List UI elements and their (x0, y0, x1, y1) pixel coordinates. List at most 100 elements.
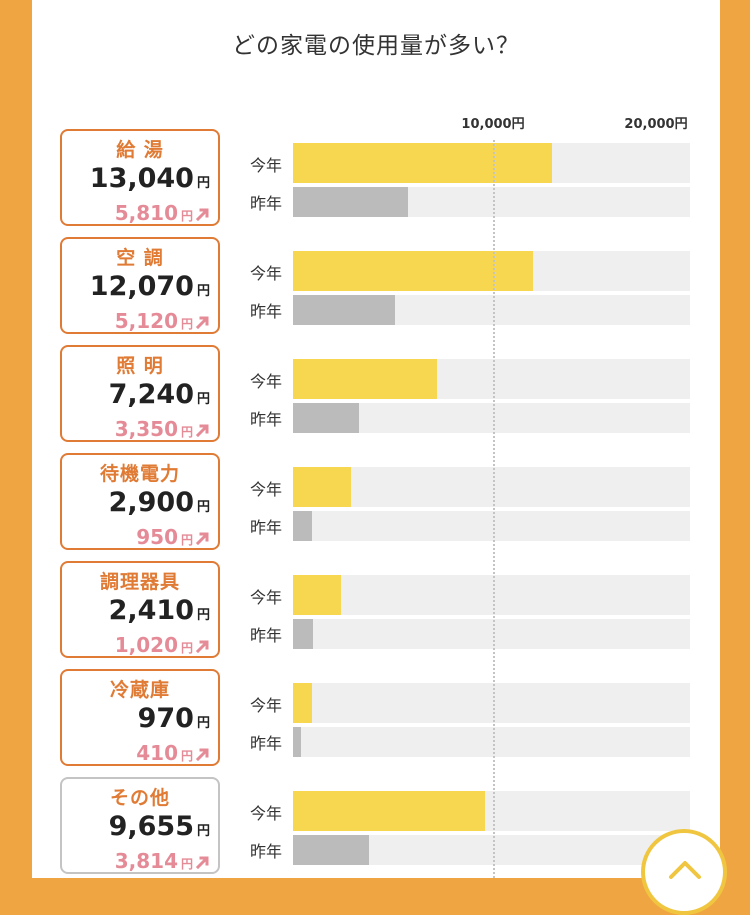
current-cost: 2,410 円 (109, 595, 210, 626)
current-bar-track (293, 359, 690, 399)
previous-cost-value: 3,350 (114, 417, 178, 441)
yen-unit: 円 (196, 176, 210, 191)
previous-bar-track (293, 187, 690, 217)
current-cost: 2,900 円 (109, 487, 210, 518)
previous-year-label: 昨年 (250, 626, 283, 645)
current-bar (293, 575, 341, 615)
yen-unit: 円 (196, 500, 210, 515)
previous-cost: 410 円 (136, 741, 210, 765)
current-cost: 970 円 (138, 703, 210, 734)
current-bar-track (293, 683, 690, 723)
appliance-card: 調理器具 2,410 円 1,020 円 (60, 561, 220, 658)
appliance-name: 照 明 (116, 355, 164, 377)
appliance-row: 冷蔵庫 970 円 410 円今年 昨年 (32, 669, 720, 777)
previous-year-label: 昨年 (250, 194, 283, 213)
yen-unit: 円 (196, 392, 210, 407)
appliance-card: 冷蔵庫 970 円 410 円 (60, 669, 220, 766)
scale-label-20000: 20,000円 (624, 117, 688, 132)
current-bar-track (293, 575, 690, 615)
yen-unit: 円 (196, 824, 210, 839)
usage-panel: どの家電の使用量が多い？ 10,000円 20,000円 給 湯 13,040 円 5… (32, 0, 720, 878)
current-cost: 9,655 円 (109, 811, 210, 842)
appliance-card: 空 調 12,070 円 5,120 円 (60, 237, 220, 334)
current-bar (293, 143, 552, 183)
previous-bar-track (293, 619, 690, 649)
current-cost-value: 7,240 (108, 379, 194, 410)
previous-bar (293, 187, 408, 217)
current-bar-track (293, 143, 690, 183)
chevron-up-icon (669, 861, 701, 879)
previous-bar-track (293, 835, 690, 865)
previous-cost-value: 3,814 (114, 849, 178, 873)
previous-bar-track (293, 403, 690, 433)
yen-unit: 円 (180, 425, 193, 439)
current-bar (293, 683, 312, 723)
previous-cost: 3,814 円 (115, 849, 210, 873)
appliance-row: 給 湯 13,040 円 5,810 円今年 昨年 (32, 129, 720, 237)
previous-cost: 5,810 円 (115, 201, 210, 225)
current-year-label: 今年 (250, 804, 283, 823)
current-bar (293, 467, 351, 507)
current-cost-value: 970 (137, 703, 194, 734)
previous-bar (293, 511, 312, 541)
arrow-up-right-icon (196, 856, 209, 869)
yen-unit: 円 (180, 317, 193, 331)
previous-cost: 950 円 (136, 525, 210, 549)
previous-bar (293, 727, 301, 757)
appliance-card: 待機電力 2,900 円 950 円 (60, 453, 220, 550)
arrow-up-right-icon (196, 208, 209, 221)
yen-unit: 円 (180, 641, 193, 655)
current-year-label: 今年 (250, 156, 283, 175)
current-cost-value: 2,410 (108, 595, 194, 626)
previous-year-label: 昨年 (250, 410, 283, 429)
arrow-up-right-icon (196, 424, 209, 437)
scroll-to-top-button[interactable] (641, 829, 727, 915)
previous-year-label: 昨年 (250, 302, 283, 321)
previous-cost-value: 1,020 (114, 633, 178, 657)
previous-year-label: 昨年 (250, 518, 283, 537)
current-cost-value: 12,070 (89, 271, 194, 302)
appliance-card: 照 明 7,240 円 3,350 円 (60, 345, 220, 442)
current-year-label: 今年 (250, 588, 283, 607)
appliance-card: その他 9,655 円 3,814 円 (60, 777, 220, 874)
arrow-up-right-icon (196, 316, 209, 329)
appliance-name: 待機電力 (99, 463, 180, 485)
appliance-name: 調理器具 (99, 571, 180, 593)
previous-bar-track (293, 295, 690, 325)
current-cost-value: 9,655 (108, 811, 194, 842)
scale-label-10000: 10,000円 (461, 117, 525, 132)
gridline-10000 (493, 140, 495, 878)
previous-cost: 1,020 円 (115, 633, 210, 657)
previous-bar (293, 835, 369, 865)
current-cost: 12,070 円 (90, 271, 210, 302)
current-bar (293, 251, 533, 291)
yen-unit: 円 (196, 608, 210, 623)
yen-unit: 円 (180, 209, 193, 223)
previous-cost-value: 950 (136, 525, 178, 549)
appliance-name: 冷蔵庫 (109, 679, 170, 701)
appliance-row: 空 調 12,070 円 5,120 円今年 昨年 (32, 237, 720, 345)
current-year-label: 今年 (250, 480, 283, 499)
appliance-name: その他 (109, 787, 170, 809)
current-year-label: 今年 (250, 264, 283, 283)
appliance-name: 給 湯 (116, 139, 164, 161)
current-bar-track (293, 251, 690, 291)
previous-bar (293, 403, 359, 433)
appliance-row: 照 明 7,240 円 3,350 円今年 昨年 (32, 345, 720, 453)
current-year-label: 今年 (250, 696, 283, 715)
previous-bar (293, 619, 313, 649)
appliance-row: その他 9,655 円 3,814 円今年 昨年 (32, 777, 720, 878)
yen-unit: 円 (180, 533, 193, 547)
previous-cost: 3,350 円 (115, 417, 210, 441)
appliance-name: 空 調 (116, 247, 164, 269)
current-bar-track (293, 791, 690, 831)
arrow-up-right-icon (196, 748, 209, 761)
previous-cost: 5,120 円 (115, 309, 210, 333)
current-cost: 13,040 円 (90, 163, 210, 194)
arrow-up-right-icon (196, 640, 209, 653)
current-cost-value: 2,900 (108, 487, 194, 518)
current-bar (293, 359, 437, 399)
page-title: どの家電の使用量が多い？ (232, 33, 520, 59)
current-cost-value: 13,040 (89, 163, 194, 194)
yen-unit: 円 (196, 284, 210, 299)
